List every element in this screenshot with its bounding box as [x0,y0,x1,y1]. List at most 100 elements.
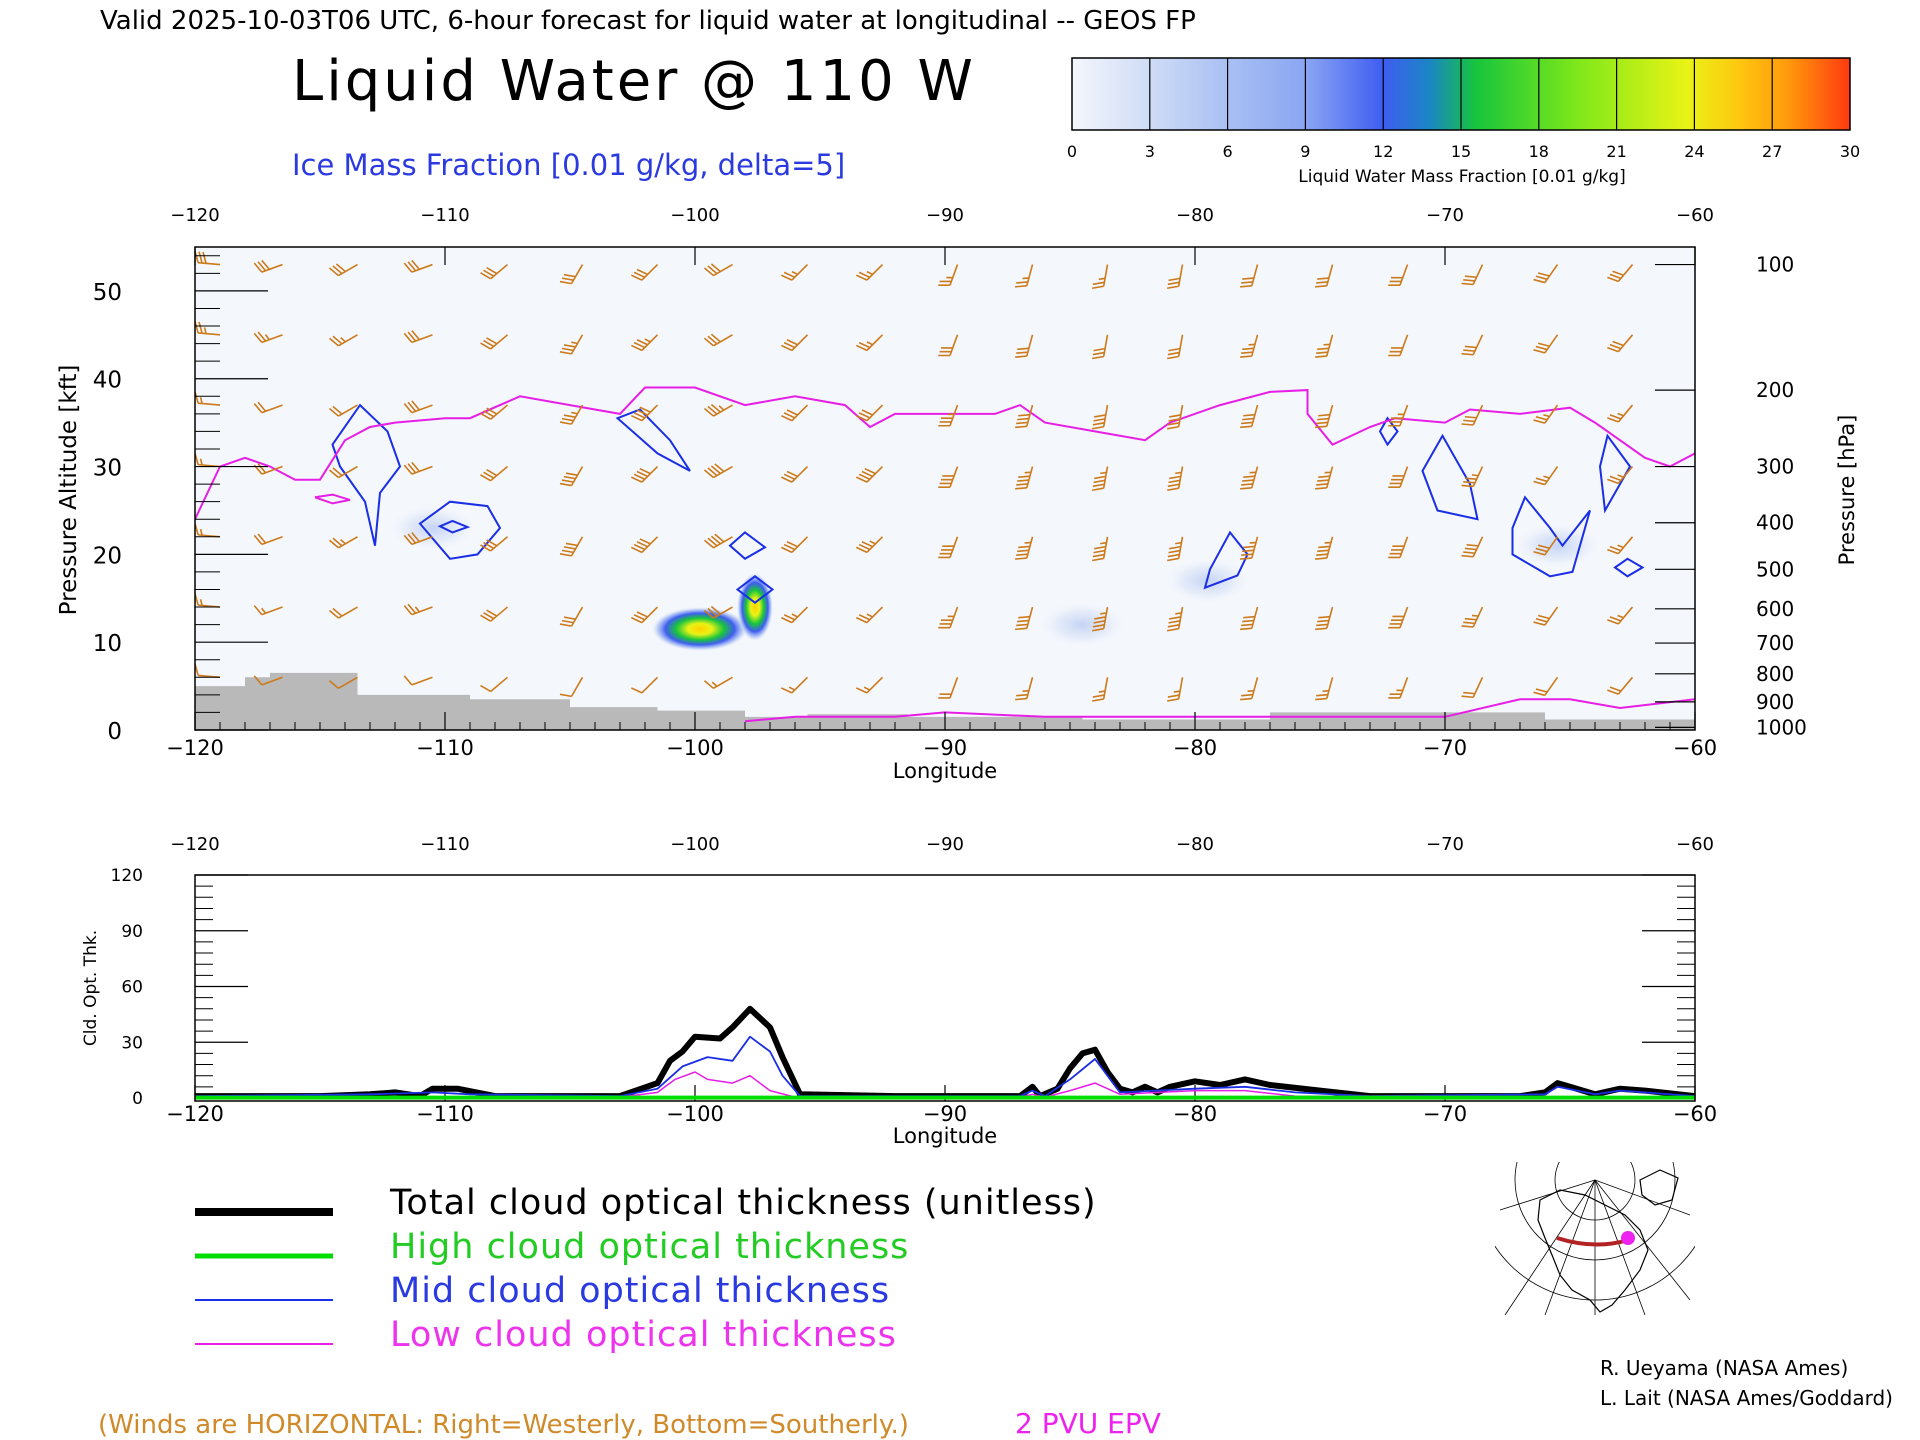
x-tick-label-top: −70 [1426,205,1464,226]
wind-barb [1015,264,1034,288]
wind-barb [1461,466,1484,488]
wind-barb [1315,466,1334,490]
wind-barb [1240,404,1259,429]
y-tick-label: 40 [93,368,122,394]
wind-barb [1240,466,1259,490]
wind-barb [1315,606,1334,631]
colorbar-tick-label: 30 [1840,142,1860,161]
bottom-x-tick-label: −80 [1173,1102,1217,1126]
wind-barb [1167,466,1184,492]
wind-barb [1388,264,1409,287]
pressure-tick-label: 300 [1756,455,1794,479]
wind-barb [1015,334,1034,358]
wind-barb [328,465,358,479]
liquid-water-blob [652,607,748,652]
wind-barb [938,536,959,559]
x-tick-label: −100 [666,736,724,760]
bottom-plot-frame [194,874,1696,1102]
wind-barb [1388,536,1409,559]
wind-barb [1461,536,1484,558]
ice-contour [1598,433,1632,514]
map-location-marker [1621,1231,1635,1245]
wind-barb [630,404,659,422]
colorbar-label: Liquid Water Mass Fraction [0.01 g/kg] [1298,167,1625,187]
wind-barb [703,676,733,690]
wind-barb [1533,264,1559,284]
wind-barb [253,533,283,546]
wind-barb [938,606,959,629]
bottom-x-tick-label-top: −120 [170,834,219,855]
pressure-tick-label: 700 [1756,631,1794,655]
wind-barb [703,333,733,347]
wind-barb [1092,536,1109,562]
wind-barb [1388,334,1409,357]
wind-barb [1533,536,1559,556]
colorbar-tick-label: 0 [1067,142,1077,161]
wind-barb [1167,606,1184,632]
wind-barb [1092,264,1109,290]
wind-barb [253,675,283,686]
wind-barb [1388,677,1409,699]
colorbar-tick-label: 24 [1684,142,1704,161]
wind-barb [1092,606,1109,632]
colorbar-tick-label: 12 [1373,142,1393,161]
wind-barb [1240,606,1259,631]
wind-barb [630,606,659,624]
wind-barb [780,676,809,694]
bottom-y-tick-label: 0 [132,1089,143,1109]
wind-barb [780,263,809,281]
bottom-x-tick-label: −90 [923,1102,967,1126]
wind-barb [559,676,584,698]
colorbar-ticks: 0 3 6 9 12 15 18 21 24 27 30 [1067,142,1860,161]
winds-note: (Winds are HORIZONTAL: Right=Westerly, B… [98,1410,909,1440]
wind-barb [703,463,733,479]
wind-barb [403,675,433,686]
legend-item-high: High cloud optical thickness [195,1227,908,1267]
wind-barb [1461,606,1484,628]
wind-barb [1533,334,1559,354]
legend-label-low: Low cloud optical thickness [390,1315,897,1355]
wind-barb [195,251,221,266]
x-tick-label-top: −100 [670,205,719,226]
map-greenland-outline [1639,1169,1679,1206]
colorbar-tick-label: 9 [1300,142,1310,161]
valid-line: Valid 2025-10-03T06 UTC, 6-hour forecast… [100,6,1196,36]
wind-barb [1092,404,1109,430]
wind-barb [253,401,283,414]
wind-barb [1461,264,1484,286]
wind-barb [938,334,959,357]
wind-barb [403,330,433,344]
wind-barb [780,465,809,483]
legend-label-total: Total cloud optical thickness (unitless) [389,1183,1097,1223]
wind-barb [1240,536,1259,560]
wind-barb [328,334,358,347]
wind-barb [328,404,358,417]
x-tick-label-top: −80 [1176,205,1214,226]
wind-barb [1607,404,1634,423]
legend: Total cloud optical thickness (unitless)… [195,1183,1097,1355]
wind-barb [559,466,584,487]
pressure-tick-label: 400 [1756,511,1794,535]
wind-barb [480,676,509,693]
wind-barb [855,263,884,281]
y-tick-label: 20 [93,543,122,569]
pressure-tick-label: 200 [1756,378,1794,402]
wind-barb [480,263,509,280]
y-tick-label: 30 [93,456,122,482]
bottom-x-tick-label-top: −60 [1676,834,1714,855]
wind-barb [703,533,733,549]
wind-barb [1315,536,1334,560]
wind-barb [253,259,283,273]
wind-barb [1461,404,1484,426]
wind-barb [780,404,809,422]
bottom-x-tick-label-top: −80 [1176,834,1214,855]
ice-mass-contours [331,403,1645,604]
wind-barb [780,606,809,624]
wind-barb [630,465,659,483]
wind-barb [559,264,584,285]
map-cross-section-track [1556,1236,1629,1247]
wind-barb [1092,466,1109,492]
legend-item-mid: Mid cloud optical thickness [195,1271,889,1311]
bottom-y-axis-label: Cld. Opt. Thk. [81,930,101,1046]
ice-contour [437,519,471,534]
